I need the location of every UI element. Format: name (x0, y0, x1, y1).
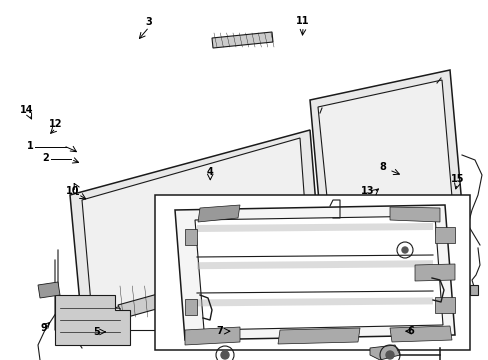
Polygon shape (309, 70, 461, 235)
Polygon shape (55, 295, 130, 345)
Polygon shape (175, 205, 454, 340)
Polygon shape (190, 264, 267, 298)
Text: 8: 8 (379, 162, 386, 172)
Text: 7: 7 (216, 326, 223, 336)
Polygon shape (195, 216, 442, 330)
Polygon shape (389, 207, 439, 222)
Polygon shape (197, 260, 432, 269)
Circle shape (385, 351, 393, 359)
Text: 5: 5 (93, 327, 100, 337)
Text: 11: 11 (296, 16, 309, 26)
Text: 12: 12 (49, 119, 62, 129)
Polygon shape (184, 229, 197, 245)
Circle shape (221, 351, 228, 359)
Polygon shape (369, 345, 399, 360)
Polygon shape (469, 285, 477, 295)
Polygon shape (434, 227, 454, 243)
Polygon shape (38, 282, 60, 298)
Text: 13: 13 (360, 186, 374, 196)
Text: 2: 2 (42, 153, 49, 163)
Polygon shape (184, 327, 240, 345)
Polygon shape (414, 264, 454, 281)
Text: 1: 1 (26, 141, 33, 151)
Polygon shape (197, 297, 432, 306)
Text: 15: 15 (449, 174, 463, 184)
Circle shape (401, 247, 407, 253)
Polygon shape (212, 32, 272, 48)
Text: 14: 14 (20, 105, 34, 115)
Bar (155, 195, 469, 350)
Text: 3: 3 (145, 17, 152, 27)
Polygon shape (70, 130, 319, 325)
Text: 9: 9 (41, 323, 47, 333)
Polygon shape (82, 138, 307, 315)
Polygon shape (278, 328, 359, 344)
Text: 10: 10 (65, 186, 79, 196)
Polygon shape (317, 80, 451, 227)
Polygon shape (118, 285, 196, 318)
Polygon shape (198, 205, 240, 222)
Polygon shape (434, 297, 454, 313)
Text: 6: 6 (407, 326, 413, 336)
Polygon shape (184, 299, 197, 315)
Polygon shape (197, 223, 432, 232)
Polygon shape (389, 326, 451, 342)
Text: 4: 4 (206, 167, 213, 177)
